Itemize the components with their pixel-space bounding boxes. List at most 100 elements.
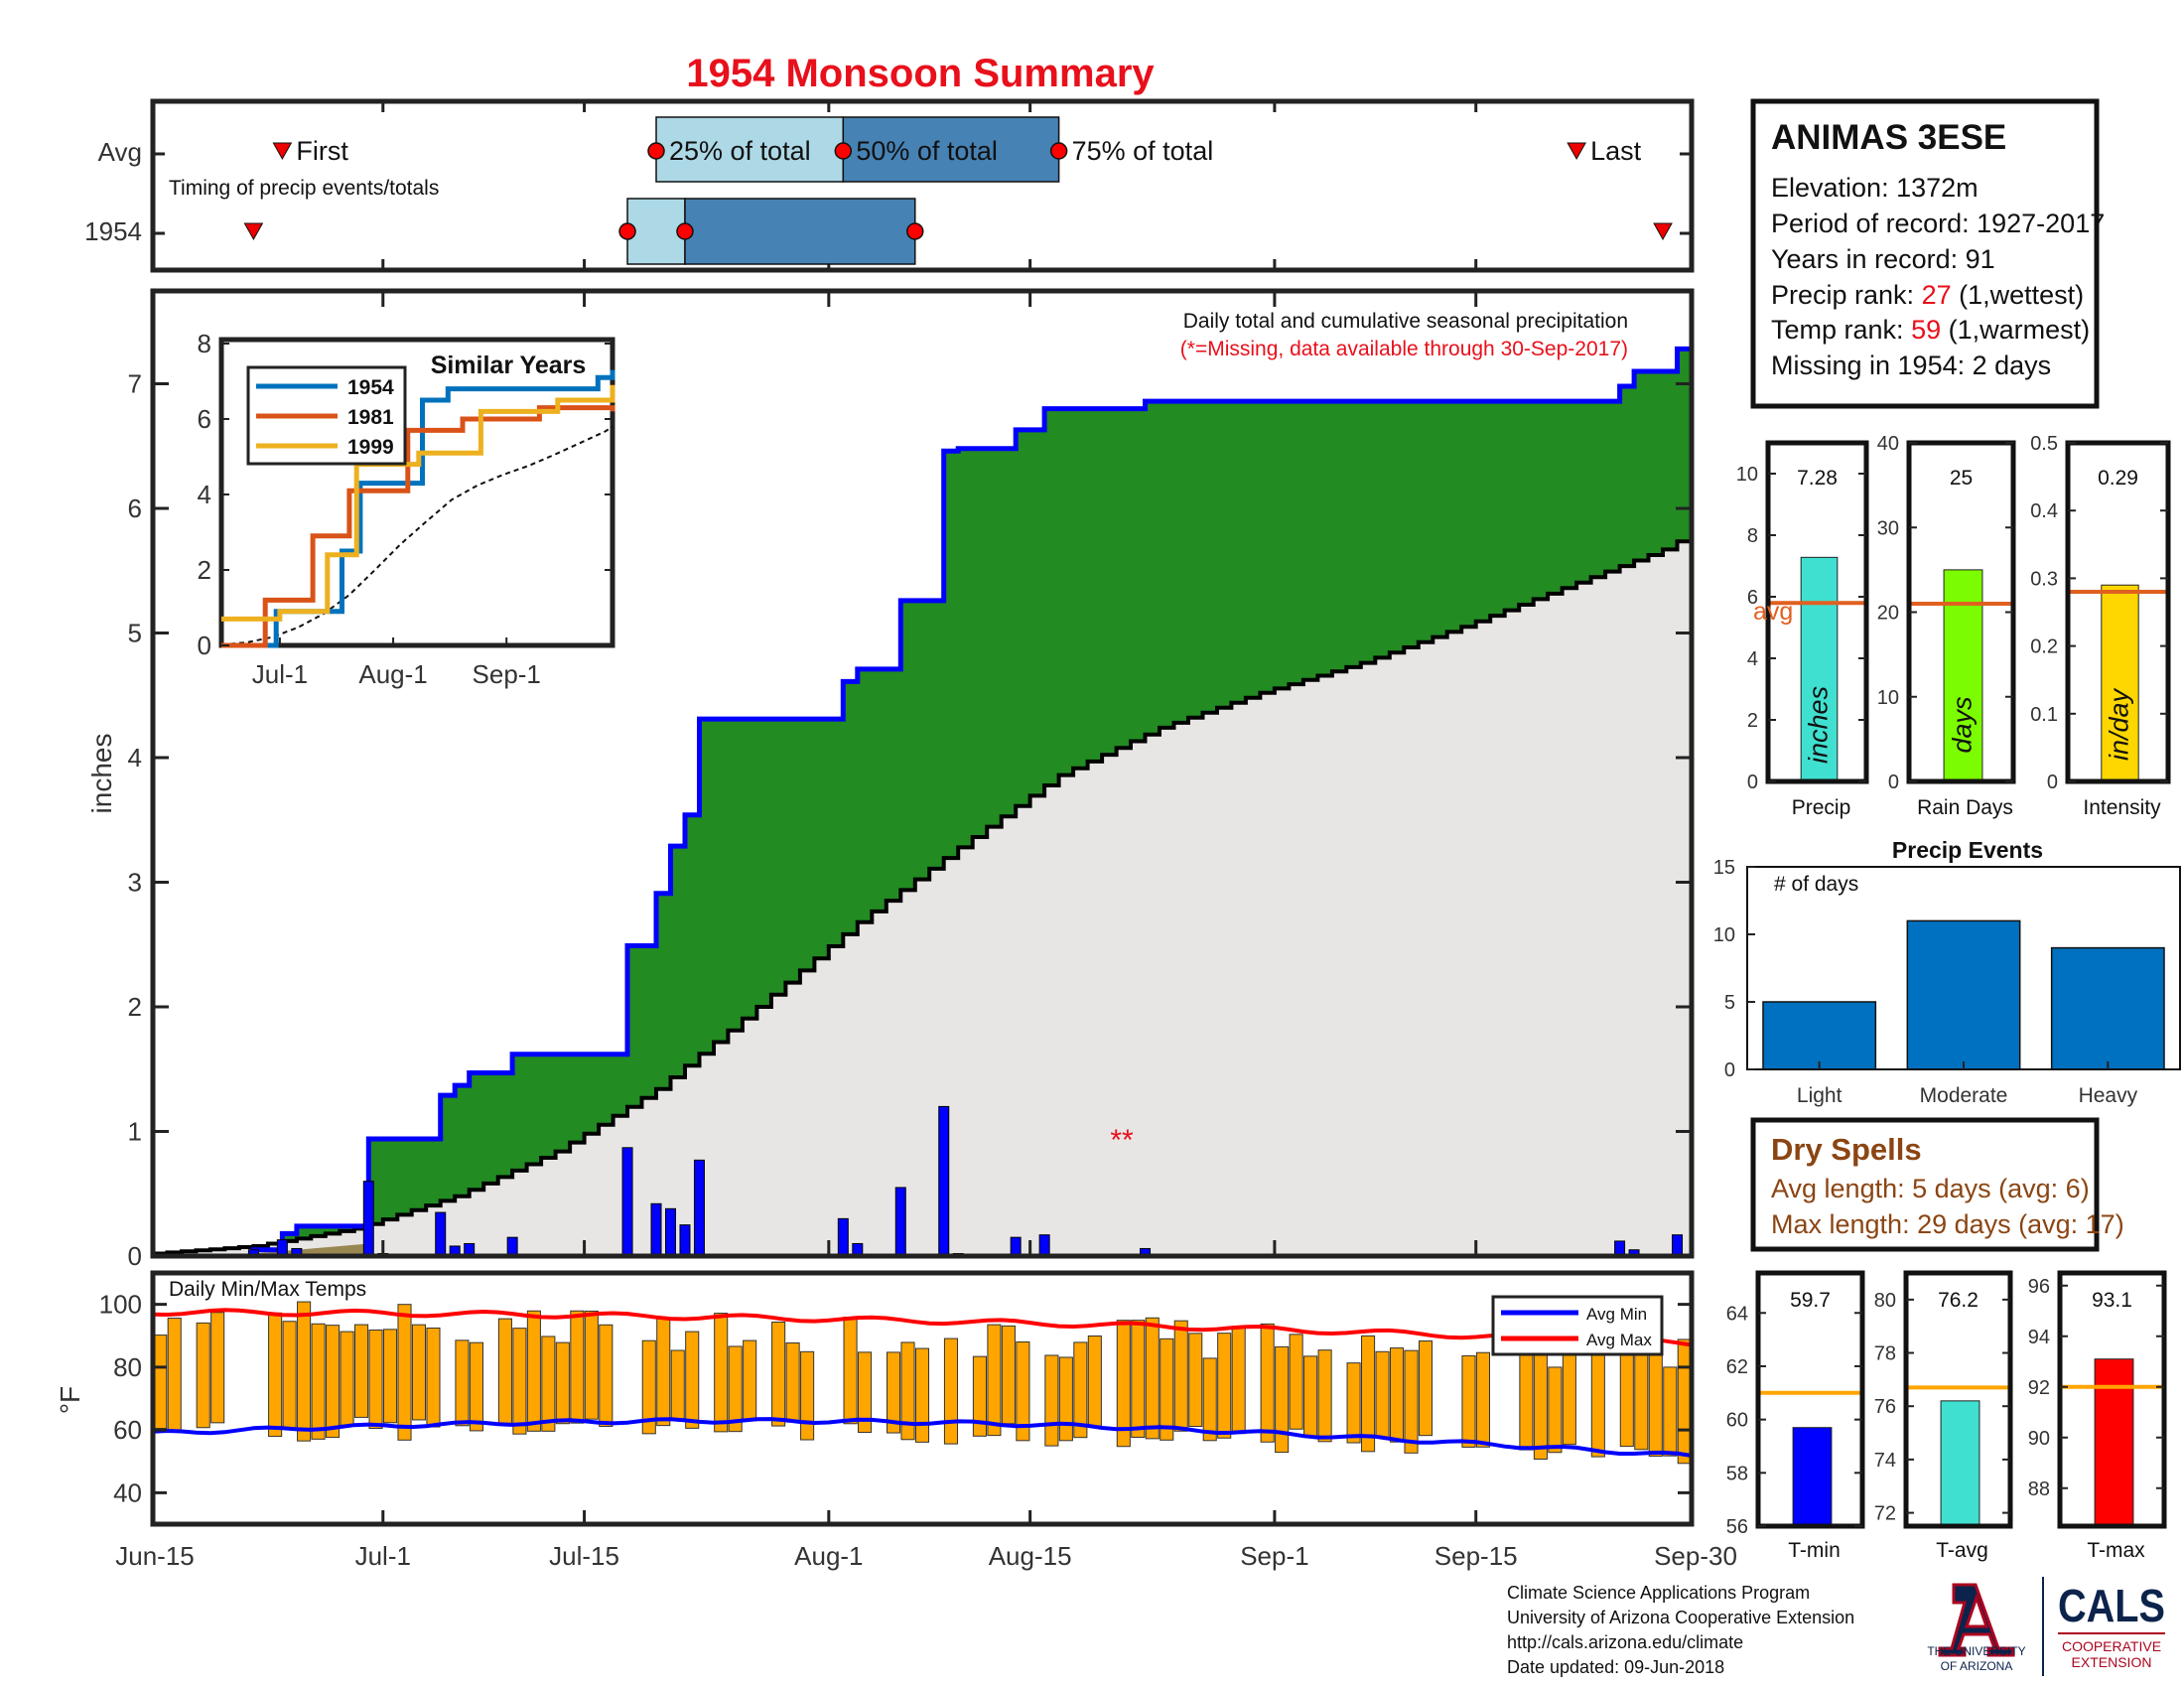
daily-temp-bar xyxy=(584,1310,599,1420)
event-ytick-label: 0 xyxy=(1724,1059,1735,1081)
daily-precip-bar xyxy=(938,1105,950,1257)
daily-temp-bar xyxy=(1475,1351,1490,1448)
daily-temp-bar xyxy=(297,1301,312,1442)
temp-chart: 40 60 80 100 Jun-15 Jul-1 Jul-15 Aug-1 Aug-15 Sep… xyxy=(55,1270,1737,1571)
temp-stat-value-label: 76.2 xyxy=(1938,1289,1979,1312)
daily-temp-bar xyxy=(426,1328,441,1428)
daily-temp-bar xyxy=(1375,1350,1390,1439)
stat-value-label: 0.29 xyxy=(2098,467,2138,490)
daily-temp-bar xyxy=(1677,1338,1692,1465)
inset-xtick-label: Aug-1 xyxy=(358,659,427,689)
date-axis-label: Sep-1 xyxy=(1240,1541,1308,1571)
daily-temp-bar xyxy=(987,1324,1002,1437)
timing-percent-marker xyxy=(1049,142,1068,160)
footer: Climate Science Applications Program Uni… xyxy=(1507,1583,1854,1677)
stat-ytick-label: 10 xyxy=(1736,464,1758,486)
daily-temp-bar xyxy=(1073,1341,1088,1439)
daily-temp-bar xyxy=(512,1328,527,1435)
avg-max-line xyxy=(152,1308,1693,1347)
daily-temp-bar xyxy=(1275,1345,1290,1454)
timing-note: Timing of precip events/totals xyxy=(169,177,439,200)
inset-xtick-label: Sep-1 xyxy=(473,659,541,689)
daily-precip-bar xyxy=(621,1147,633,1257)
timing-ticks xyxy=(151,101,1694,270)
missing-data-marker: ** xyxy=(1110,1124,1134,1157)
ua-logo-line1: THE UNIVERSITY xyxy=(1927,1644,2025,1658)
daily-temp-bar xyxy=(886,1351,901,1434)
daily-temp-bar xyxy=(1131,1320,1146,1438)
temp-stat-ytick-label: 58 xyxy=(1726,1463,1748,1484)
daily-temp-bar xyxy=(685,1331,700,1429)
dry-spells-title: Dry Spells xyxy=(1771,1132,1922,1167)
temp-stat-xlabel: T-min xyxy=(1788,1539,1841,1562)
temp-stat-panel-frame xyxy=(1903,1270,2013,1529)
precip-chart-frame xyxy=(150,288,1695,1259)
timing-box-25-50 xyxy=(626,198,686,265)
precip-events-title: Precip Events xyxy=(1892,837,2043,863)
daily-temp-bar xyxy=(1389,1347,1405,1443)
footer-url[interactable]: http://cals.arizona.edu/climate xyxy=(1507,1632,1743,1652)
daily-temp-bar xyxy=(972,1355,987,1437)
inset-ytick-label: 8 xyxy=(198,329,211,358)
stat-ytick-label: 6 xyxy=(1747,587,1758,609)
timing-first-label: First xyxy=(296,136,348,166)
daily-temp-bar xyxy=(599,1324,614,1427)
precip-ytick-label: 1 xyxy=(128,1117,142,1147)
daily-temp-bar xyxy=(1404,1349,1419,1454)
date-axis-label: Jul-1 xyxy=(355,1541,411,1571)
event-ytick-label: 15 xyxy=(1713,857,1735,879)
avg-max-legend-label: Avg Max xyxy=(1586,1331,1652,1349)
daily-temp-bar xyxy=(1317,1349,1332,1443)
daily-temp-bar xyxy=(210,1312,225,1424)
precip-chart-ylabel: inches xyxy=(86,734,117,814)
daily-temp-bar xyxy=(1461,1354,1476,1448)
avg-min-legend-label: Avg Min xyxy=(1586,1305,1647,1324)
temp-ytick-label: 80 xyxy=(113,1352,142,1382)
stat-ytick-label: 4 xyxy=(1747,648,1758,670)
temp-chart-frame xyxy=(150,1270,1695,1527)
temp-stat-ytick-label: 88 xyxy=(2028,1478,2050,1500)
stat-xlabel: Intensity xyxy=(2083,796,2161,819)
temp-stat-value-label: 59.7 xyxy=(1790,1289,1831,1312)
stat-ytick-label: 0.4 xyxy=(2030,500,2058,522)
temp-stat-ytick-label: 56 xyxy=(1726,1516,1748,1538)
inset-legend-label-1981: 1981 xyxy=(347,406,394,429)
precip-ytick-label: 3 xyxy=(128,868,142,898)
daily-temp-bar xyxy=(153,1335,168,1430)
station-info-box: ANIMAS 3ESE Elevation: 1372m Period of r… xyxy=(1750,98,2105,409)
temp-stat-ytick-label: 80 xyxy=(1874,1290,1896,1312)
precip-ytick-label: 2 xyxy=(128,992,142,1022)
temp-stat-ytick-label: 72 xyxy=(1874,1503,1896,1525)
precip-legend-line2: (*=Missing, data available through 30-Se… xyxy=(1180,338,1628,360)
timing-percent-marker xyxy=(906,222,924,240)
university-of-arizona-logo: THE UNIVERSITY OF ARIZONA xyxy=(1927,1583,2026,1673)
temp-ytick-label: 100 xyxy=(99,1290,142,1320)
daily-temp-bar xyxy=(497,1318,512,1426)
station-temp-rank: Temp rank: 59 (1,warmest) xyxy=(1771,315,2090,345)
temp-stat-bar-T-max xyxy=(2094,1358,2134,1527)
station-precip-rank: Precip rank: 27 (1,wettest) xyxy=(1771,280,2084,310)
temp-stat-panel-frame xyxy=(1755,1270,1865,1529)
daily-temp-bar xyxy=(1519,1342,1534,1451)
precip-events-data xyxy=(1762,919,2165,1070)
timing-first-last-marker xyxy=(1567,142,1586,161)
event-category-label: Moderate xyxy=(1920,1084,2008,1107)
daily-temp-bar xyxy=(1202,1357,1217,1442)
temp-stat-ytick-label: 94 xyxy=(2028,1327,2050,1348)
temp-stat-ytick-label: 92 xyxy=(2028,1377,2050,1399)
daily-precip-bar xyxy=(1038,1234,1050,1257)
stat-ytick-label: 30 xyxy=(1877,517,1899,539)
temp-stat-value-label: 93.1 xyxy=(2092,1289,2132,1312)
stat-ytick-label: 20 xyxy=(1877,603,1899,625)
daily-temp-bar xyxy=(526,1310,541,1432)
temp-stat-ytick-label: 62 xyxy=(1726,1356,1748,1378)
temp-stat-ytick-label: 96 xyxy=(2028,1276,2050,1298)
temp-stat-ytick-label: 76 xyxy=(1874,1396,1896,1418)
inset-ytick-label: 4 xyxy=(198,480,211,509)
inset-series-1999 xyxy=(221,384,615,622)
cals-logo-text: CALS xyxy=(2058,1580,2165,1631)
daily-temp-bar xyxy=(858,1351,873,1433)
footer-date-updated: Date updated: 09-Jun-2018 xyxy=(1507,1657,1724,1677)
daily-temp-bar xyxy=(1160,1337,1174,1441)
